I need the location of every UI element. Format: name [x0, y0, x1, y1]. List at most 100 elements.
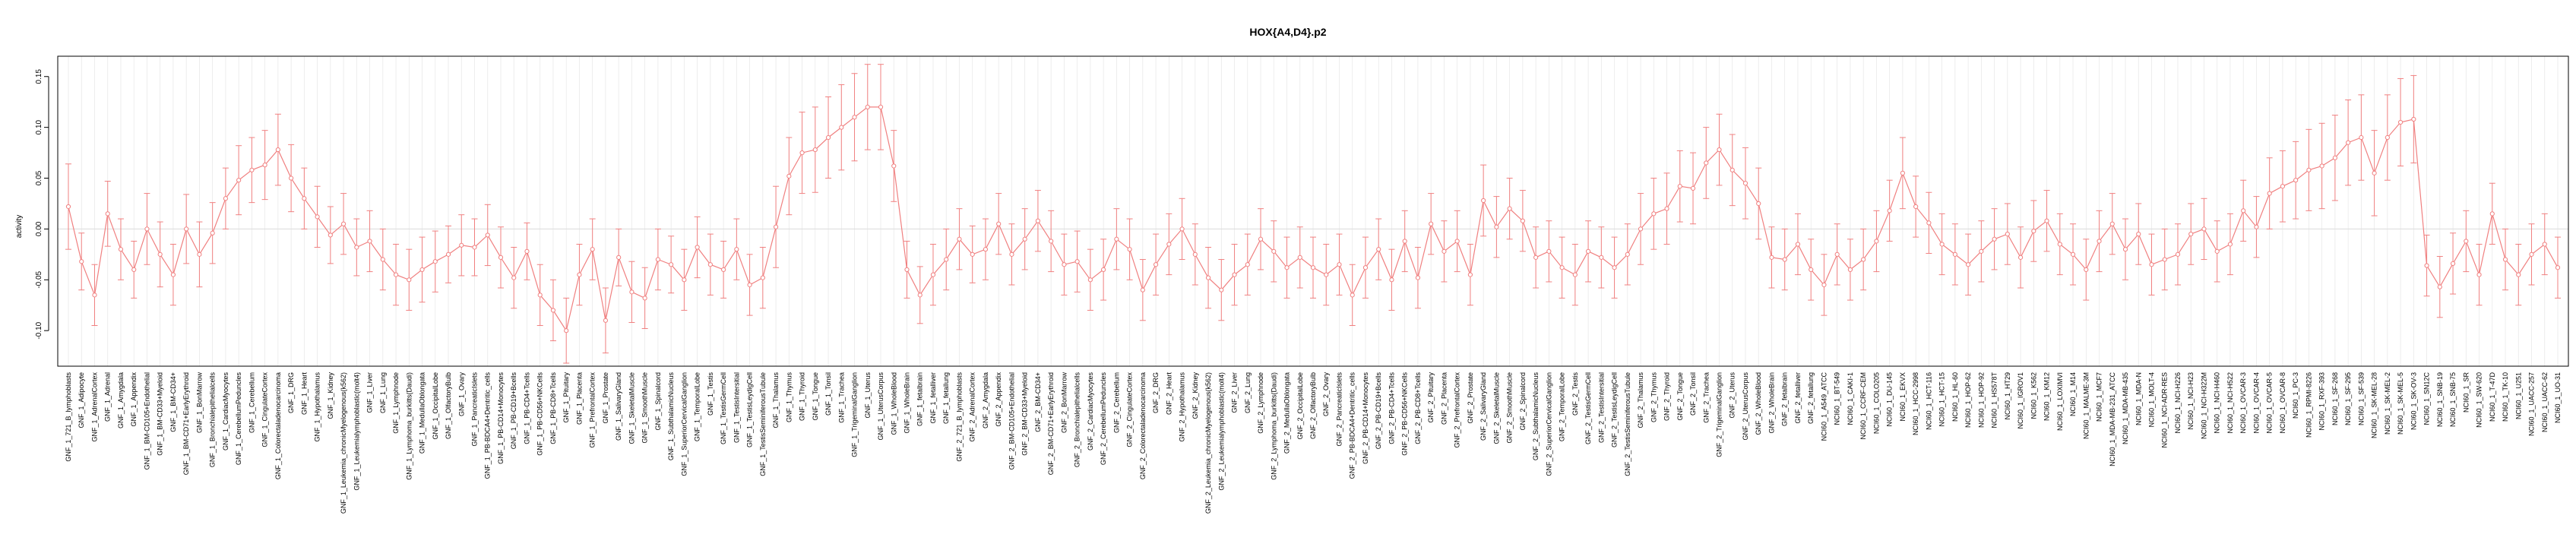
data-point-group — [432, 230, 438, 292]
x-tick-label: GNF_1_Trachea — [837, 372, 845, 423]
x-tick-label: GNF_1_WholeBlood — [890, 372, 897, 435]
x-tick-label: GNF_1_Appendix — [130, 372, 138, 427]
x-tick-label: GNF_2_BM-CD71+EarlyErythroid — [1047, 372, 1055, 475]
data-point — [825, 134, 831, 141]
data-point-group — [1179, 198, 1185, 261]
data-point — [590, 247, 595, 252]
data-point-group — [1231, 243, 1238, 306]
y-tick-label: -0.10 — [35, 321, 43, 339]
data-point-group — [1886, 179, 1893, 242]
x-tick-label: GNF_2_CardiacMyocytes — [1087, 372, 1094, 451]
x-tick-label: NCI60_1_SF-268 — [2331, 372, 2339, 425]
data-point-group — [1323, 243, 1330, 306]
x-tick-label: GNF_1_Placenta — [575, 372, 583, 425]
x-tick-label: GNF_2_UterusCorpus — [1742, 372, 1749, 441]
data-point-group — [327, 206, 334, 264]
x-tick-label: NCI60_1_T-47D — [2489, 372, 2496, 422]
data-point-group — [720, 240, 727, 299]
data-point — [1494, 224, 1499, 229]
x-tick-label: NCI60_1_SR — [2462, 372, 2470, 413]
data-point — [2149, 262, 2154, 267]
x-tick-label: GNF_2_Heart — [1165, 372, 1172, 416]
x-tick-label: GNF_1_UterusCorpus — [877, 372, 885, 441]
data-point-group — [549, 279, 556, 342]
x-tick-label: NCI60_1_RPMI-8226 — [2305, 372, 2312, 438]
data-point — [891, 163, 897, 169]
data-point-group — [956, 208, 963, 270]
data-point — [1101, 267, 1106, 273]
x-tick-label: GNF_1_BonMarrow — [195, 372, 203, 434]
data-point-group — [419, 236, 426, 303]
x-tick-label: GNF_1_Pituitary — [562, 372, 570, 423]
data-point — [2084, 267, 2089, 273]
x-tick-label: NCI60_1_CCRF-CEM — [1859, 372, 1867, 440]
x-tick-label: GNF_1_PB-CD56+NKCells — [536, 372, 544, 456]
x-tick-label: GNF_1_Tongue — [812, 372, 819, 421]
x-tick-label: GNF_2_fetallung — [1807, 372, 1815, 424]
data-point-group — [2331, 115, 2338, 201]
data-point-group — [799, 112, 805, 194]
data-point — [1729, 167, 1735, 172]
data-point-group — [995, 193, 1002, 255]
x-tick-label: GNF_1_Lymphnode — [392, 372, 400, 434]
data-point — [1376, 247, 1381, 252]
data-point — [1717, 147, 1722, 153]
data-point-group — [406, 248, 413, 311]
x-tick-label: NCI60_1_HOP-62 — [1964, 372, 1972, 428]
data-point-group — [1821, 254, 1828, 316]
data-point — [144, 226, 150, 232]
data-point — [1546, 248, 1552, 254]
data-point — [2175, 251, 2181, 257]
data-point-group — [707, 233, 714, 296]
x-tick-label: NCI60_1_COLO205 — [1872, 372, 1880, 434]
data-point-group — [1926, 191, 1932, 255]
x-tick-label: GNF_2_CerebellumPeduncles — [1100, 372, 1107, 466]
data-point — [1992, 236, 1997, 242]
x-tick-label: GNF_2_Tongue — [1676, 372, 1684, 421]
data-point-group — [969, 225, 976, 283]
data-point — [1062, 262, 1067, 267]
data-point — [760, 275, 765, 280]
x-tick-label: GNF_2_SalivaryGland — [1479, 372, 1487, 441]
data-point — [170, 272, 176, 277]
data-point — [1769, 255, 1774, 260]
plot-frame — [57, 55, 2569, 367]
data-point-group — [641, 267, 648, 330]
data-point — [1756, 201, 1761, 207]
data-point-group — [1087, 248, 1093, 311]
data-point — [1429, 221, 1434, 226]
data-point — [210, 230, 215, 236]
x-tick-label: GNF_2_WholeBrain — [1768, 372, 1776, 434]
data-point-group — [1650, 178, 1657, 250]
data-point — [996, 221, 1002, 226]
data-point-group — [222, 167, 229, 229]
data-point-group — [1860, 228, 1867, 291]
data-point — [118, 247, 124, 252]
data-point — [1441, 248, 1447, 254]
data-point-group — [236, 145, 242, 216]
data-point — [2424, 263, 2429, 268]
y-tick-label: 0.00 — [35, 221, 43, 236]
data-point — [315, 214, 320, 220]
data-point-group — [1781, 228, 1788, 291]
data-point-group — [1729, 134, 1736, 207]
x-tick-label: GNF_2_fetalbrain — [1781, 372, 1789, 426]
x-tick-label: GNF_2_Lymphoma_burkitts(Daudi) — [1270, 372, 1277, 480]
data-point — [957, 236, 962, 242]
data-point — [1559, 265, 1565, 270]
data-point-group — [694, 216, 701, 279]
data-point — [1362, 265, 1369, 270]
data-point-group — [471, 218, 478, 277]
data-point-group — [2043, 190, 2050, 252]
data-point-group — [1283, 236, 1290, 299]
data-point-group — [1414, 246, 1421, 309]
x-tick-label: GNF_1_TestisLeydigCell — [746, 372, 754, 447]
data-point-group — [2384, 94, 2391, 181]
data-point-group — [2476, 243, 2483, 306]
data-point — [2306, 167, 2312, 172]
data-point-group — [1074, 230, 1081, 292]
data-point — [157, 251, 163, 257]
data-point — [1087, 277, 1093, 283]
x-tick-label: GNF_2_TestisSeminiferousTubule — [1624, 372, 1631, 476]
data-point — [65, 204, 71, 210]
